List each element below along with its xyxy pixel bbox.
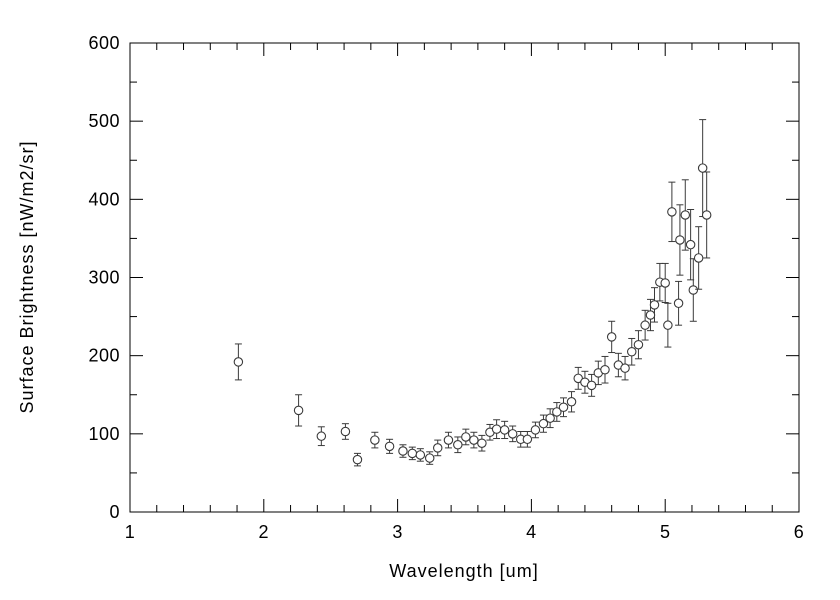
data-point-marker	[688, 285, 699, 295]
x-axis-title: Wavelength [um]	[389, 561, 538, 581]
y-tick-label: 200	[88, 346, 120, 366]
data-point-marker	[461, 432, 471, 442]
data-point-marker	[660, 278, 670, 288]
data-point-marker	[552, 407, 562, 417]
data-point-marker	[398, 446, 408, 456]
data-point-marker	[477, 438, 487, 448]
data-point-marker	[675, 235, 685, 245]
plot-layer: 1 2 3 4 5 6 0 100 200 300 400 500 600	[88, 33, 805, 542]
data-point-marker	[701, 210, 712, 220]
data-point-marker	[453, 440, 463, 450]
data-point-marker	[545, 413, 555, 423]
data-point-marker	[491, 424, 502, 434]
data-point-marker	[633, 339, 644, 350]
x-tick-label: 4	[526, 522, 537, 542]
data-point-marker	[340, 426, 351, 437]
data-point-marker	[558, 402, 569, 413]
y-tick-label: 500	[88, 111, 120, 131]
data-point-marker	[693, 253, 704, 263]
data-point-marker	[649, 300, 660, 310]
y-tick-label: 0	[109, 502, 120, 522]
data-point-marker	[293, 405, 304, 416]
data-point-marker	[233, 357, 244, 367]
data-point-marker	[667, 207, 677, 217]
data-point-marker	[370, 435, 380, 445]
data-point-marker	[685, 239, 696, 250]
data-point-marker	[499, 425, 510, 435]
y-tick-label: 300	[88, 268, 120, 288]
x-tick-label: 3	[392, 522, 403, 542]
data-point-marker	[424, 453, 435, 463]
data-point-marker	[522, 434, 533, 445]
data-point-marker	[507, 429, 518, 439]
x-tick-label: 1	[125, 522, 136, 542]
data-point-marker	[530, 425, 541, 435]
data-point-marker	[697, 163, 708, 173]
y-tick-label: 600	[88, 33, 120, 53]
data-point-marker	[586, 380, 597, 391]
data-point-marker	[352, 454, 363, 465]
data-point-marker	[566, 397, 577, 407]
y-tick-label: 400	[88, 189, 120, 209]
data-point-marker	[432, 443, 443, 453]
x-tick-label: 6	[794, 522, 805, 542]
data-point-marker	[469, 435, 479, 445]
data-point-marker	[407, 448, 418, 459]
data-point-marker	[645, 310, 656, 320]
data-point-marker	[626, 347, 637, 357]
data-point-marker	[606, 332, 617, 342]
x-tick-label: 2	[259, 522, 270, 542]
y-tick-label: 100	[88, 424, 120, 444]
data-point-marker	[443, 435, 454, 445]
data-point-marker	[640, 320, 650, 330]
y-axis-title: Surface Brightness [nW/m2/sr]	[17, 140, 37, 413]
data-point-marker	[663, 320, 673, 330]
x-tick-label: 5	[660, 522, 671, 542]
data-point-marker	[620, 363, 630, 373]
data-point-marker	[538, 418, 549, 429]
data-point-marker	[415, 450, 426, 460]
data-point-marker	[384, 441, 395, 452]
data-point-marker	[316, 431, 327, 441]
data-point-marker	[680, 210, 691, 220]
plot-frame	[129, 42, 800, 513]
data-point-marker	[673, 298, 684, 309]
data-point-marker	[600, 364, 610, 375]
